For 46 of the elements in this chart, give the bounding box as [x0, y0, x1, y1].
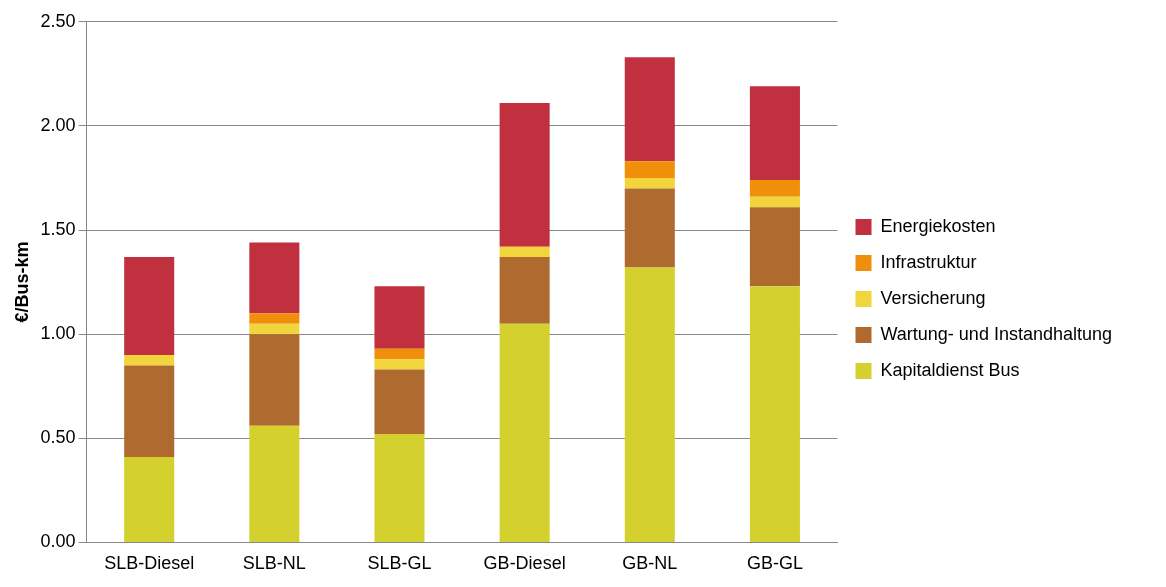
x-tick-label: SLB-NL: [242, 553, 306, 574]
bar: [749, 180, 800, 197]
bar: [624, 161, 675, 178]
x-tick-label: GB-GL: [746, 553, 803, 574]
bar: [624, 188, 675, 268]
bar: [624, 177, 675, 189]
bar: [374, 359, 425, 370]
y-tick-label: 1.50: [40, 219, 76, 240]
bar: [374, 369, 425, 435]
x-tick-label: GB-Diesel: [483, 553, 566, 574]
bar: [624, 267, 675, 542]
bar: [249, 313, 300, 324]
bar: [749, 286, 800, 542]
bar: [124, 365, 175, 458]
legend-label: Energiekosten: [880, 215, 996, 236]
bar: [499, 257, 550, 324]
bar: [374, 348, 425, 360]
bar: [374, 286, 425, 349]
bar: [249, 334, 300, 426]
bar: [124, 457, 175, 542]
bar: [249, 242, 300, 314]
bar: [374, 434, 425, 542]
y-axis-title: €/Bus-km: [11, 241, 32, 323]
y-tick-label: 2.50: [40, 10, 76, 31]
bar: [624, 57, 675, 162]
bar: [124, 354, 175, 366]
bar: [749, 207, 800, 287]
legend-label: Wartung- und Instandhaltung: [880, 323, 1112, 344]
legend-label: Kapitaldienst Bus: [880, 359, 1020, 380]
legend-label: Infrastruktur: [880, 251, 977, 272]
bar: [124, 257, 175, 355]
bar: [499, 103, 550, 247]
x-tick-label: GB-NL: [622, 553, 678, 574]
x-tick-label: SLB-Diesel: [104, 553, 195, 574]
legend-label: Versicherung: [880, 287, 986, 308]
y-tick-label: 0.00: [40, 531, 76, 552]
bar: [749, 196, 800, 208]
x-tick-label: SLB-GL: [367, 553, 432, 574]
bar: [249, 425, 300, 542]
y-tick-label: 0.50: [40, 427, 76, 448]
y-tick-label: 2.00: [40, 114, 76, 135]
bar: [249, 323, 300, 335]
bar: [499, 323, 550, 542]
bar: [749, 86, 800, 181]
bar: [499, 246, 550, 258]
y-tick-label: 1.00: [40, 323, 76, 344]
